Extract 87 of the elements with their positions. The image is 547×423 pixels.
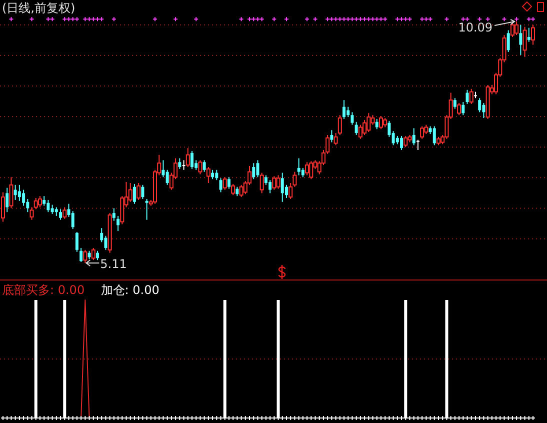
candlestick [202, 160, 206, 172]
candlestick [112, 208, 116, 222]
annotation: 5.11 [100, 257, 127, 271]
candlestick [227, 176, 230, 190]
candlestick [59, 208, 62, 220]
candlestick [239, 184, 244, 198]
candlestick [510, 22, 514, 38]
candlestick [166, 169, 169, 186]
candlestick [211, 169, 214, 180]
candlestick [297, 158, 300, 176]
candlestick [71, 210, 74, 230]
candlestick [215, 169, 218, 181]
candlestick [120, 196, 124, 225]
candlestick [432, 126, 436, 146]
candlestick [22, 189, 26, 206]
candlestick [412, 128, 416, 146]
candlestick [272, 176, 276, 190]
candlestick [9, 176, 14, 209]
candlestick [506, 30, 510, 53]
candlestick [346, 106, 350, 118]
candlestick [219, 178, 222, 193]
annotation: 10.09 [458, 20, 493, 34]
candlestick [145, 198, 148, 220]
candlestick [383, 118, 388, 128]
chart-title: (日线,前复权) [2, 1, 76, 15]
candlestick [366, 112, 371, 133]
candlestick [466, 89, 469, 104]
candlestick [186, 148, 190, 168]
candlestick [83, 249, 88, 264]
candlestick [42, 196, 46, 206]
candlestick [457, 102, 462, 116]
candlestick [116, 215, 120, 232]
candlestick [453, 98, 456, 110]
text: 加仓: 0.00 [100, 283, 160, 297]
candlestick [136, 182, 141, 200]
candlestick [96, 250, 99, 261]
candlestick [527, 27, 530, 42]
candlestick [260, 172, 264, 194]
candlestick [305, 162, 310, 176]
candlestick [354, 121, 358, 136]
candlestick [252, 162, 256, 180]
candlestick [469, 88, 474, 104]
candlestick [276, 174, 280, 190]
candlestick [342, 100, 346, 120]
candlestick [350, 112, 354, 126]
candlestick [18, 184, 21, 202]
candlestick [132, 183, 136, 204]
candlestick [231, 183, 236, 196]
candlestick [91, 247, 96, 261]
candlestick [206, 166, 210, 184]
candlestick [420, 126, 424, 140]
candlestick [478, 98, 482, 113]
candlestick [309, 160, 314, 180]
candlestick [190, 150, 194, 170]
candlestick [522, 26, 527, 58]
candlestick [38, 196, 42, 208]
candlestick [6, 187, 9, 213]
candlestick [198, 160, 202, 175]
candlestick [378, 116, 383, 130]
candlestick [482, 102, 486, 119]
candlestick [182, 160, 186, 170]
candlestick [178, 158, 182, 170]
candlestick [75, 231, 78, 252]
candlestick [301, 167, 304, 178]
candlestick [236, 186, 239, 197]
candlestick [268, 180, 272, 194]
candlestick [400, 135, 404, 151]
candlestick [358, 124, 362, 140]
candlestick [280, 172, 284, 202]
candlestick [519, 24, 522, 56]
candlestick [14, 184, 17, 200]
candlestick [46, 199, 50, 213]
candlestick [50, 204, 54, 215]
candlestick [141, 184, 144, 200]
candlestick [424, 124, 428, 135]
candlestick [80, 247, 83, 263]
candlestick [104, 235, 108, 250]
candlestick [375, 118, 378, 130]
candlestick [416, 139, 420, 151]
candlestick [462, 102, 465, 116]
candlestick [330, 130, 334, 143]
candlestick [62, 206, 67, 220]
candlestick [404, 135, 408, 148]
candlestick [222, 176, 227, 190]
candlestick [531, 24, 535, 46]
candlestick [256, 160, 260, 178]
series-label: 底部买多: 0.00 [2, 283, 85, 297]
